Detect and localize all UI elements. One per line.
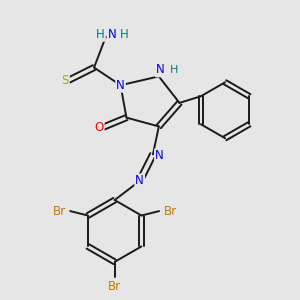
Text: Br: Br xyxy=(108,280,121,293)
Text: N: N xyxy=(116,79,125,92)
Text: H: H xyxy=(120,28,128,41)
Text: N: N xyxy=(155,149,164,162)
Text: O: O xyxy=(94,122,104,134)
Text: H: H xyxy=(170,65,178,75)
Text: Br: Br xyxy=(164,205,177,218)
Text: N: N xyxy=(108,28,117,41)
Text: S: S xyxy=(61,74,69,87)
Text: N: N xyxy=(156,63,165,76)
Text: N: N xyxy=(135,174,144,188)
Text: H: H xyxy=(96,28,105,41)
Text: Br: Br xyxy=(53,205,66,218)
